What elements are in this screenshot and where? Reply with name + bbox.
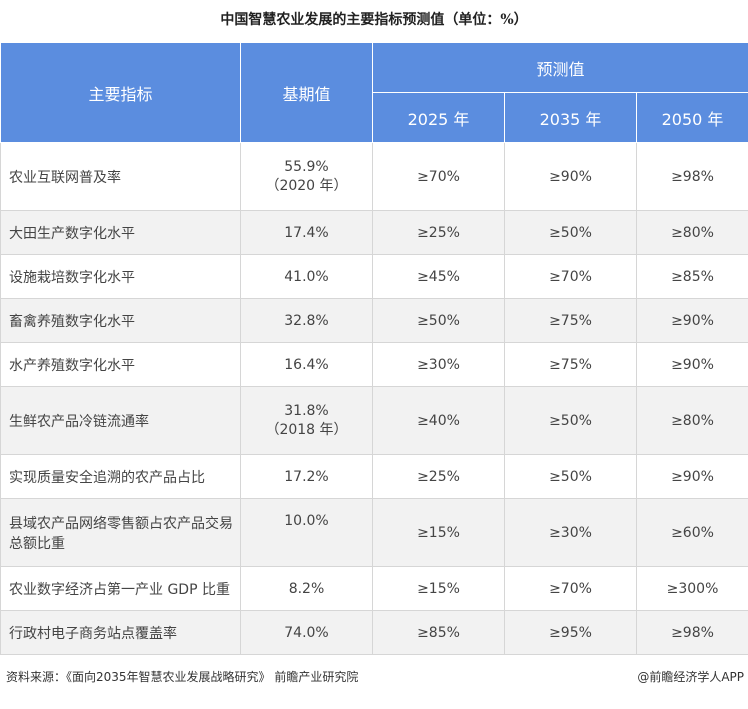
table-row: 农业互联网普及率 55.9% （2020 年） ≥70% ≥90% ≥98% [0, 142, 748, 211]
forecast-2035: ≥95% [504, 610, 637, 655]
indicator-name: 生鲜农产品冷链流通率 [0, 386, 241, 455]
header-base: 基期值 [240, 42, 373, 143]
base-value: 32.8% [240, 298, 373, 343]
table-row: 畜禽养殖数字化水平 32.8% ≥50% ≥75% ≥90% [0, 298, 748, 343]
forecast-2050: ≥90% [635, 454, 748, 499]
base-value: 8.2% [240, 566, 373, 611]
forecast-2025: ≥30% [372, 342, 505, 387]
indicator-name: 设施栽培数字化水平 [0, 254, 241, 299]
base-year-note: （2020 年） [265, 177, 348, 194]
forecast-2050: ≥60% [635, 498, 748, 567]
indicator-name: 行政村电子商务站点覆盖率 [0, 610, 241, 655]
forecast-2025: ≥25% [372, 210, 505, 255]
indicator-table: 主要指标 基期值 预测值 2025 年 2035 年 2050 年 农业互联网普… [0, 42, 748, 655]
forecast-2025: ≥50% [372, 298, 505, 343]
table-row: 大田生产数字化水平 17.4% ≥25% ≥50% ≥80% [0, 210, 748, 255]
forecast-2050: ≥85% [635, 254, 748, 299]
forecast-2025: ≥40% [372, 386, 505, 455]
forecast-2035: ≥50% [504, 210, 637, 255]
base-year-note: （2018 年） [265, 421, 348, 438]
header-year-2025: 2025 年 [372, 92, 505, 143]
forecast-2050: ≥90% [635, 342, 748, 387]
indicator-name: 农业数字经济占第一产业 GDP 比重 [0, 566, 241, 611]
base-value: 41.0% [240, 254, 373, 299]
source-note: 资料来源：《面向2035年智慧农业发展战略研究》 前瞻产业研究院 [6, 670, 359, 684]
forecast-2025: ≥15% [372, 566, 505, 611]
header-year-2050: 2050 年 [635, 92, 748, 143]
table-row: 实现质量安全追溯的农产品占比 17.2% ≥25% ≥50% ≥90% [0, 454, 748, 499]
base-value: 74.0% [240, 610, 373, 655]
forecast-2025: ≥25% [372, 454, 505, 499]
forecast-2050: ≥98% [635, 142, 748, 211]
indicator-name: 水产养殖数字化水平 [0, 342, 241, 387]
header-forecast: 预测值 [371, 42, 748, 93]
forecast-2035: ≥70% [504, 566, 637, 611]
table-row: 水产养殖数字化水平 16.4% ≥30% ≥75% ≥90% [0, 342, 748, 387]
forecast-2050: ≥90% [635, 298, 748, 343]
forecast-2050: ≥80% [635, 210, 748, 255]
indicator-name: 大田生产数字化水平 [0, 210, 241, 255]
forecast-2035: ≥70% [504, 254, 637, 299]
table-row: 设施栽培数字化水平 41.0% ≥45% ≥70% ≥85% [0, 254, 748, 299]
base-value: 55.9% （2020 年） [240, 142, 373, 211]
base-value: 17.4% [240, 210, 373, 255]
page-title: 中国智慧农业发展的主要指标预测值（单位：%） [220, 12, 528, 28]
table-row: 县域农产品网络零售额占农产品交易总额比重 10.0% ≥15% ≥30% ≥60… [0, 498, 748, 567]
base-value: 17.2% [240, 454, 373, 499]
header-year-2035: 2035 年 [504, 92, 637, 143]
forecast-2035: ≥50% [504, 454, 637, 499]
indicator-name: 实现质量安全追溯的农产品占比 [0, 454, 241, 499]
base-number: 31.8% [284, 402, 329, 419]
indicator-name: 畜禽养殖数字化水平 [0, 298, 241, 343]
forecast-2025: ≥85% [372, 610, 505, 655]
table-row: 行政村电子商务站点覆盖率 74.0% ≥85% ≥95% ≥98% [0, 610, 748, 655]
footer: 资料来源：《面向2035年智慧农业发展战略研究》 前瞻产业研究院 @前瞻经济学人… [0, 664, 748, 688]
forecast-2035: ≥90% [504, 142, 637, 211]
forecast-2050: ≥80% [635, 386, 748, 455]
forecast-2035: ≥50% [504, 386, 637, 455]
header-indicator: 主要指标 [0, 42, 241, 143]
forecast-2050: ≥300% [635, 566, 748, 611]
forecast-2035: ≥30% [504, 498, 637, 567]
forecast-2050: ≥98% [635, 610, 748, 655]
base-value: 16.4% [240, 342, 373, 387]
forecast-2025: ≥45% [372, 254, 505, 299]
base-number: 55.9% [284, 158, 329, 175]
table-row: 生鲜农产品冷链流通率 31.8% （2018 年） ≥40% ≥50% ≥80% [0, 386, 748, 455]
forecast-2035: ≥75% [504, 342, 637, 387]
base-value: 31.8% （2018 年） [240, 386, 373, 455]
indicator-name: 农业互联网普及率 [0, 142, 241, 211]
brand-credit: @前瞻经济学人APP [637, 670, 744, 684]
indicator-name: 县域农产品网络零售额占农产品交易总额比重 [0, 498, 241, 567]
base-value: 10.0% [240, 498, 373, 567]
forecast-2035: ≥75% [504, 298, 637, 343]
table-row: 农业数字经济占第一产业 GDP 比重 8.2% ≥15% ≥70% ≥300% [0, 566, 748, 611]
forecast-2025: ≥70% [372, 142, 505, 211]
forecast-2025: ≥15% [372, 498, 505, 567]
